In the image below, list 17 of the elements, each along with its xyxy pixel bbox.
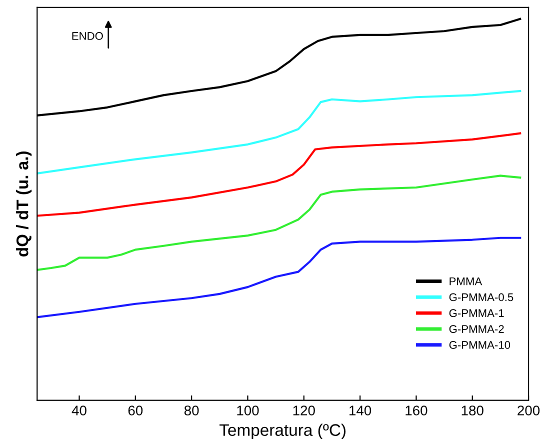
y-axis-title: dQ / dT (u. a.)	[16, 152, 32, 256]
x-tick-label: 180	[462, 406, 484, 416]
x-tick-label: 100	[237, 406, 259, 416]
legend-label: G-PMMA-2	[449, 325, 504, 333]
x-tick-label: 80	[184, 406, 199, 416]
x-tick-label: 200	[518, 406, 540, 416]
legend-label: G-PMMA-1	[449, 309, 504, 318]
x-tick-label: 120	[293, 406, 315, 416]
legend-label: G-PMMA-0.5	[449, 293, 514, 302]
x-tick-label: 140	[350, 406, 372, 416]
legend-label: PMMA	[450, 277, 482, 286]
x-axis-title: Temperatura (ºC)	[220, 424, 346, 439]
legend-label: G-PMMA-10	[449, 341, 510, 349]
x-tick-label: 60	[128, 406, 143, 416]
x-tick-label: 160	[406, 406, 428, 416]
annotation: ENDO	[72, 32, 103, 40]
x-tick-label: 40	[72, 406, 86, 416]
